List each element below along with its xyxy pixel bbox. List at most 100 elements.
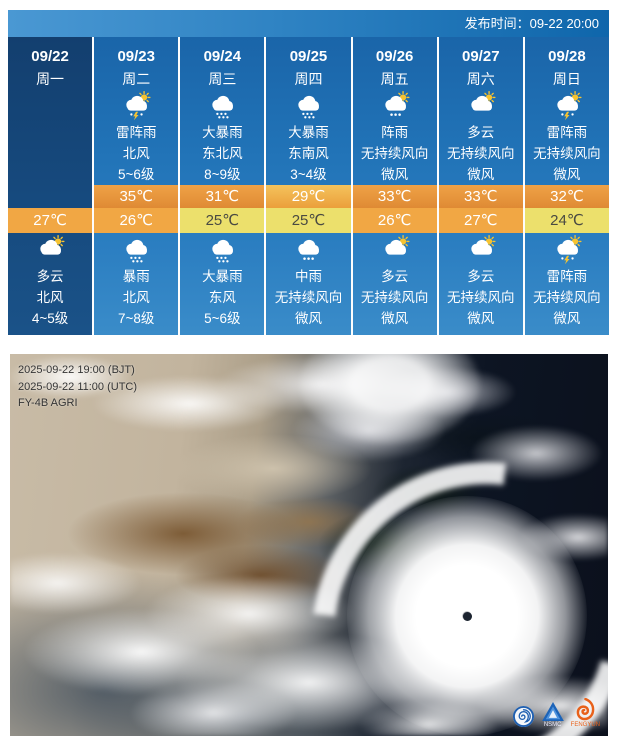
day-wind-level: 微风	[467, 167, 495, 182]
low-temperature: 25℃	[266, 208, 351, 233]
date-block: 09/26 周五	[353, 37, 437, 89]
night-weather-label: 多云	[467, 269, 495, 284]
day-weather-icon-slot	[180, 89, 264, 122]
date-label: 09/25	[289, 48, 328, 65]
shower-sun-icon	[377, 90, 413, 121]
high-temperature: 31℃	[180, 185, 265, 208]
day-weather-icon-slot	[8, 89, 92, 122]
cloud-sun-icon	[32, 234, 68, 265]
forecast-card: 发布时间：09-22 20:00 09/22 周一 27℃ 多云 北风 4~5级…	[8, 10, 609, 335]
night-wind-direction: 无持续风向	[274, 290, 343, 305]
cloud-glyph	[384, 239, 406, 255]
night-wind-direction: 北风	[36, 290, 64, 305]
high-temperature: 33℃	[438, 185, 523, 208]
nsmc-label: NSMC	[543, 722, 562, 728]
weekday-label: 周六	[466, 71, 495, 87]
forecast-day-column[interactable]: 09/24 周三 大暴雨 东北风 8~9级 31℃ 25℃ 大暴雨 东风 5~6…	[178, 37, 265, 335]
date-block: 09/28 周日	[525, 37, 609, 89]
satellite-metadata: 2025-09-22 19:00 (BJT) 2025-09-22 11:00 …	[18, 362, 137, 412]
date-block: 09/23 周二	[94, 37, 178, 89]
cma-logo	[512, 705, 535, 728]
lightning-glyph	[133, 111, 139, 120]
night-weather-icon-slot	[525, 233, 609, 266]
forecast-day-column[interactable]: 09/26 周五 阵雨 无持续风向 微风 33℃ 26℃ 多云 无持续风向 微风	[350, 37, 437, 335]
typhoon	[347, 496, 587, 736]
night-wind-direction: 无持续风向	[360, 290, 429, 305]
weekday-label: 周一	[36, 71, 65, 87]
date-label: 09/26	[375, 48, 414, 65]
date-block: 09/22 周一	[8, 37, 92, 89]
day-wind-level: 微风	[381, 167, 409, 182]
day-wind-level	[8, 164, 92, 185]
night-weather-icon-slot	[8, 233, 92, 266]
lightning-glyph	[564, 111, 570, 120]
date-label: 09/24	[203, 48, 242, 65]
date-label: 09/22	[31, 48, 69, 65]
forecast-day-column[interactable]: 09/27 周六 多云 无持续风向 微风 33℃ 27℃ 多云 无持续风向 微风	[436, 37, 523, 335]
day-weather-icon-slot	[439, 89, 523, 122]
cloud-glyph	[557, 95, 578, 111]
night-weather-label: 多云	[36, 269, 64, 284]
cloud-glyph	[298, 239, 320, 255]
day-wind-direction: 东北风	[202, 146, 243, 161]
heavy-rain-icon	[290, 91, 326, 121]
night-weather-icon-slot	[94, 233, 178, 266]
fengyun-logo: FENGYUN	[571, 698, 600, 728]
night-weather-label: 雷阵雨	[546, 269, 588, 284]
publish-time-label: 发布时间：09-22 20:00	[464, 16, 599, 31]
day-weather-label: 大暴雨	[202, 125, 243, 140]
night-wind-level: 微风	[381, 311, 409, 326]
night-weather-icon-slot	[266, 233, 350, 266]
night-wind-level: 5~6级	[204, 311, 241, 326]
heavy-rain-icon	[118, 235, 154, 265]
low-temperature: 25℃	[180, 208, 265, 233]
day-wind-direction: 无持续风向	[447, 146, 515, 161]
forecast-day-column[interactable]: 09/22 周一 27℃ 多云 北风 4~5级	[8, 37, 93, 335]
low-temperature: 26℃	[94, 208, 179, 233]
date-block: 09/27 周六	[439, 37, 523, 89]
day-weather-icon-slot	[353, 89, 437, 122]
high-temperature: 29℃	[266, 185, 351, 208]
night-wind-direction: 北风	[122, 290, 150, 305]
night-weather-icon-slot	[439, 233, 523, 266]
weekday-label: 周五	[380, 71, 409, 87]
satellite-image: 2025-09-22 19:00 (BJT) 2025-09-22 11:00 …	[10, 354, 608, 736]
forecast-day-column[interactable]: 09/28 周日 雷阵雨 无持续风向 微风 32℃ 24℃ 雷阵雨 无持续风向 …	[522, 37, 609, 335]
timestamp-bjt: 2025-09-22 19:00 (BJT)	[18, 364, 135, 376]
high-temperature: 35℃	[94, 185, 179, 208]
cloud-glyph	[471, 95, 492, 111]
day-wind-level: 微风	[553, 167, 581, 182]
cma-icon	[512, 705, 534, 728]
day-wind-level: 3~4级	[290, 167, 327, 182]
day-wind-level: 5~6级	[118, 167, 155, 182]
cloud-glyph	[384, 95, 406, 111]
nsmc-icon	[541, 702, 564, 721]
night-weather-icon-slot	[353, 233, 437, 266]
night-weather-label: 多云	[381, 269, 409, 284]
cloud-glyph	[126, 95, 148, 111]
typhoon-eye	[463, 612, 472, 621]
timestamp-utc: 2025-09-22 11:00 (UTC)	[18, 380, 138, 393]
weekday-label: 周日	[552, 71, 581, 87]
night-wind-level: 微风	[467, 311, 495, 326]
forecast-day-column[interactable]: 09/25 周四 大暴雨 东南风 3~4级 29℃ 25℃ 中雨 无持续风向 微…	[264, 37, 351, 335]
fengyun-icon	[576, 698, 595, 721]
date-label: 09/23	[117, 48, 155, 65]
low-temperature: 24℃	[524, 208, 609, 233]
night-wind-direction: 无持续风向	[533, 290, 601, 305]
weekday-label: 周三	[208, 71, 237, 87]
mid-rain-icon	[290, 235, 326, 265]
date-label: 09/27	[462, 48, 500, 65]
cloud-glyph	[212, 95, 234, 111]
day-weather-label	[8, 122, 92, 143]
low-temperature: 26℃	[352, 208, 437, 233]
night-weather-label: 大暴雨	[202, 269, 243, 284]
cloud-glyph	[212, 239, 234, 255]
day-weather-label: 阵雨	[381, 125, 409, 140]
heavy-rain-icon	[204, 91, 240, 121]
instrument-label: FY-4B AGRI	[18, 397, 78, 409]
cloud-glyph	[471, 239, 492, 255]
cloud-glyph	[40, 239, 62, 255]
forecast-day-column[interactable]: 09/23 周二 雷阵雨 北风 5~6级 35℃ 26℃ 暴雨 北风 7~8级	[92, 37, 179, 335]
